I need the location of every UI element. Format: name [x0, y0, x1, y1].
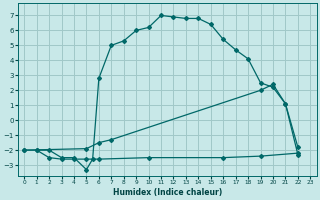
X-axis label: Humidex (Indice chaleur): Humidex (Indice chaleur): [113, 188, 222, 197]
